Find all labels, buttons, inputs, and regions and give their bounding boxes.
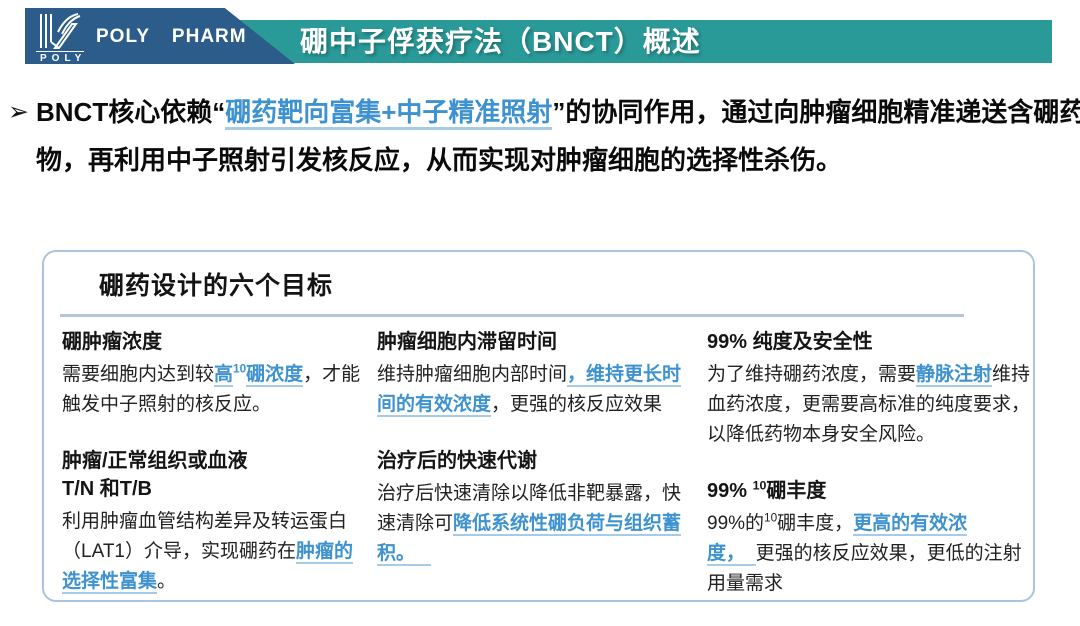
goal-item-title: 肿瘤/正常组织或血液 T/N 和T/B (62, 450, 248, 500)
intro-paragraph: ➢ BNCT核心依赖“硼药靶向富集+中子精准照射”的协同作用，通过向肿瘤细胞精准… (8, 88, 1080, 184)
goals-box: 硼药设计的六个目标 硼肿瘤浓度 需要细胞内达到较高10硼浓度，才能触发中子照射的… (42, 250, 1035, 602)
intro-bullet-icon: ➢ (8, 98, 29, 126)
goal-item-title: 肿瘤细胞内滞留时间 (377, 331, 557, 353)
slide-title: 硼中子俘获疗法（BNCT）概述 (300, 26, 701, 57)
goals-divider (60, 314, 964, 317)
goal-item-title: 99% 10硼丰度 (707, 478, 827, 502)
poly-logo-icon (36, 12, 84, 50)
goal-item-tn-tb-ratio: 肿瘤/正常组织或血液 T/N 和T/B 利用肿瘤血管结构差异及转运蛋白（LAT1）… (62, 447, 364, 597)
goal-item-title: 硼肿瘤浓度 (62, 331, 162, 353)
goal-column-3: 99% 纯度及安全性 为了维持硼药浓度，需要静脉注射维持血药浓度，更需要高标准的… (707, 328, 1032, 626)
goal-item-title: 99% 纯度及安全性 (707, 331, 873, 353)
goal-item-fast-metabolism: 治疗后的快速代谢 治疗后快速清除以降低非靶暴露，快速清除可降低系统性硼负荷与组织… (377, 447, 694, 569)
goal-item-retention-time: 肿瘤细胞内滞留时间 维持肿瘤细胞内部时间，维持更长时间的有效浓度，更强的核反应效… (377, 328, 694, 420)
goal-item-body: 需要细胞内达到较高10硼浓度，才能触发中子照射的核反应。 (62, 362, 361, 415)
brand-text: POLY PHARM (96, 26, 247, 47)
goals-box-title: 硼药设计的六个目标 (99, 272, 334, 300)
goal-item-body: 利用肿瘤血管结构差异及转运蛋白（LAT1）介导，实现硼药在肿瘤的选择性富集。 (62, 511, 354, 594)
goal-item-title: 治疗后的快速代谢 (377, 450, 537, 472)
goal-item-body: 99%的10硼丰度，更高的有效浓度， 更强的核反应效果，更低的注射用量需求 (707, 511, 1022, 594)
intro-text: BNCT核心依赖“硼药靶向富集+中子精准照射”的协同作用，通过向肿瘤细胞精准递送… (36, 97, 1080, 175)
goal-item-body: 治疗后快速清除以降低非靶暴露，快速清除可降低系统性硼负荷与组织蓄积。 (377, 483, 682, 566)
title-banner (238, 20, 1052, 63)
goal-item-b10-abundance: 99% 10硼丰度 99%的10硼丰度，更高的有效浓度， 更强的核反应效果，更低… (707, 477, 1032, 599)
goal-item-body: 维持肿瘤细胞内部时间，维持更长时间的有效浓度，更强的核反应效果 (377, 364, 682, 417)
goal-item-boron-concentration: 硼肿瘤浓度 需要细胞内达到较高10硼浓度，才能触发中子照射的核反应。 (62, 328, 364, 420)
goal-item-body: 为了维持硼药浓度，需要静脉注射维持血药浓度，更需要高标准的纯度要求，以降低药物本… (707, 364, 1031, 445)
goal-item-purity-safety: 99% 纯度及安全性 为了维持硼药浓度，需要静脉注射维持血药浓度，更需要高标准的… (707, 328, 1032, 450)
goal-column-1: 硼肿瘤浓度 需要细胞内达到较高10硼浓度，才能触发中子照射的核反应。 肿瘤/正常… (62, 328, 364, 624)
poly-logo: POLY (36, 12, 84, 64)
goal-column-2: 肿瘤细胞内滞留时间 维持肿瘤细胞内部时间，维持更长时间的有效浓度，更强的核反应效… (377, 328, 694, 596)
poly-logo-caption: POLY (36, 51, 84, 64)
